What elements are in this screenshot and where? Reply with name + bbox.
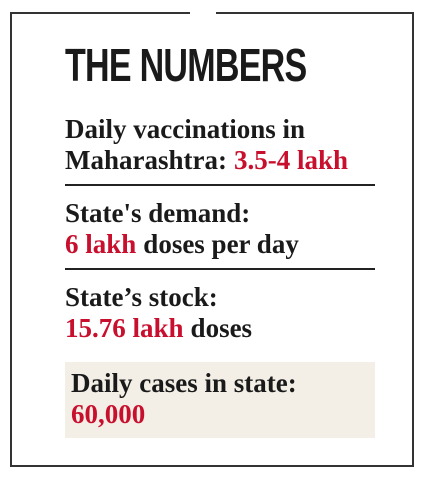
- item: State's demand: 6 lakh doses per day: [65, 196, 375, 270]
- item-line: 60,000: [71, 399, 369, 430]
- item: Daily cases in state: 60,000: [65, 362, 375, 438]
- highlight-value: 60,000: [71, 399, 146, 429]
- item-line: 15.76 lakh doses: [65, 313, 375, 344]
- label-text: Daily vaccinations in: [65, 114, 306, 144]
- item-line: State’s stock:: [65, 282, 375, 313]
- label-text: State’s stock:: [65, 282, 218, 312]
- highlight-value: 3.5-4 lakh: [233, 145, 349, 175]
- item-line: 6 lakh doses per day: [65, 229, 375, 260]
- highlight-value: 15.76 lakh: [65, 313, 184, 343]
- item-line: Daily cases in state:: [71, 368, 369, 399]
- label-text: Daily cases in state:: [71, 368, 297, 398]
- item-list: Daily vaccinations in Maharashtra: 3.5-4 l…: [65, 112, 375, 448]
- highlight-value: 6 lakh: [65, 229, 137, 259]
- label-text: doses per day: [143, 229, 299, 259]
- frame-gap: [190, 10, 216, 16]
- item-line: Maharashtra: 3.5-4 lakh: [65, 145, 375, 176]
- item: State’s stock: 15.76 lakh doses: [65, 280, 375, 352]
- item-line: Daily vaccinations in: [65, 114, 375, 145]
- label-text: doses: [190, 313, 253, 343]
- item: Daily vaccinations in Maharashtra: 3.5-4 l…: [65, 112, 375, 186]
- title: THE NUMBERS: [65, 39, 307, 91]
- label-text: Maharashtra:: [65, 145, 227, 175]
- item-line: State's demand:: [65, 198, 375, 229]
- label-text: State's demand:: [65, 198, 251, 228]
